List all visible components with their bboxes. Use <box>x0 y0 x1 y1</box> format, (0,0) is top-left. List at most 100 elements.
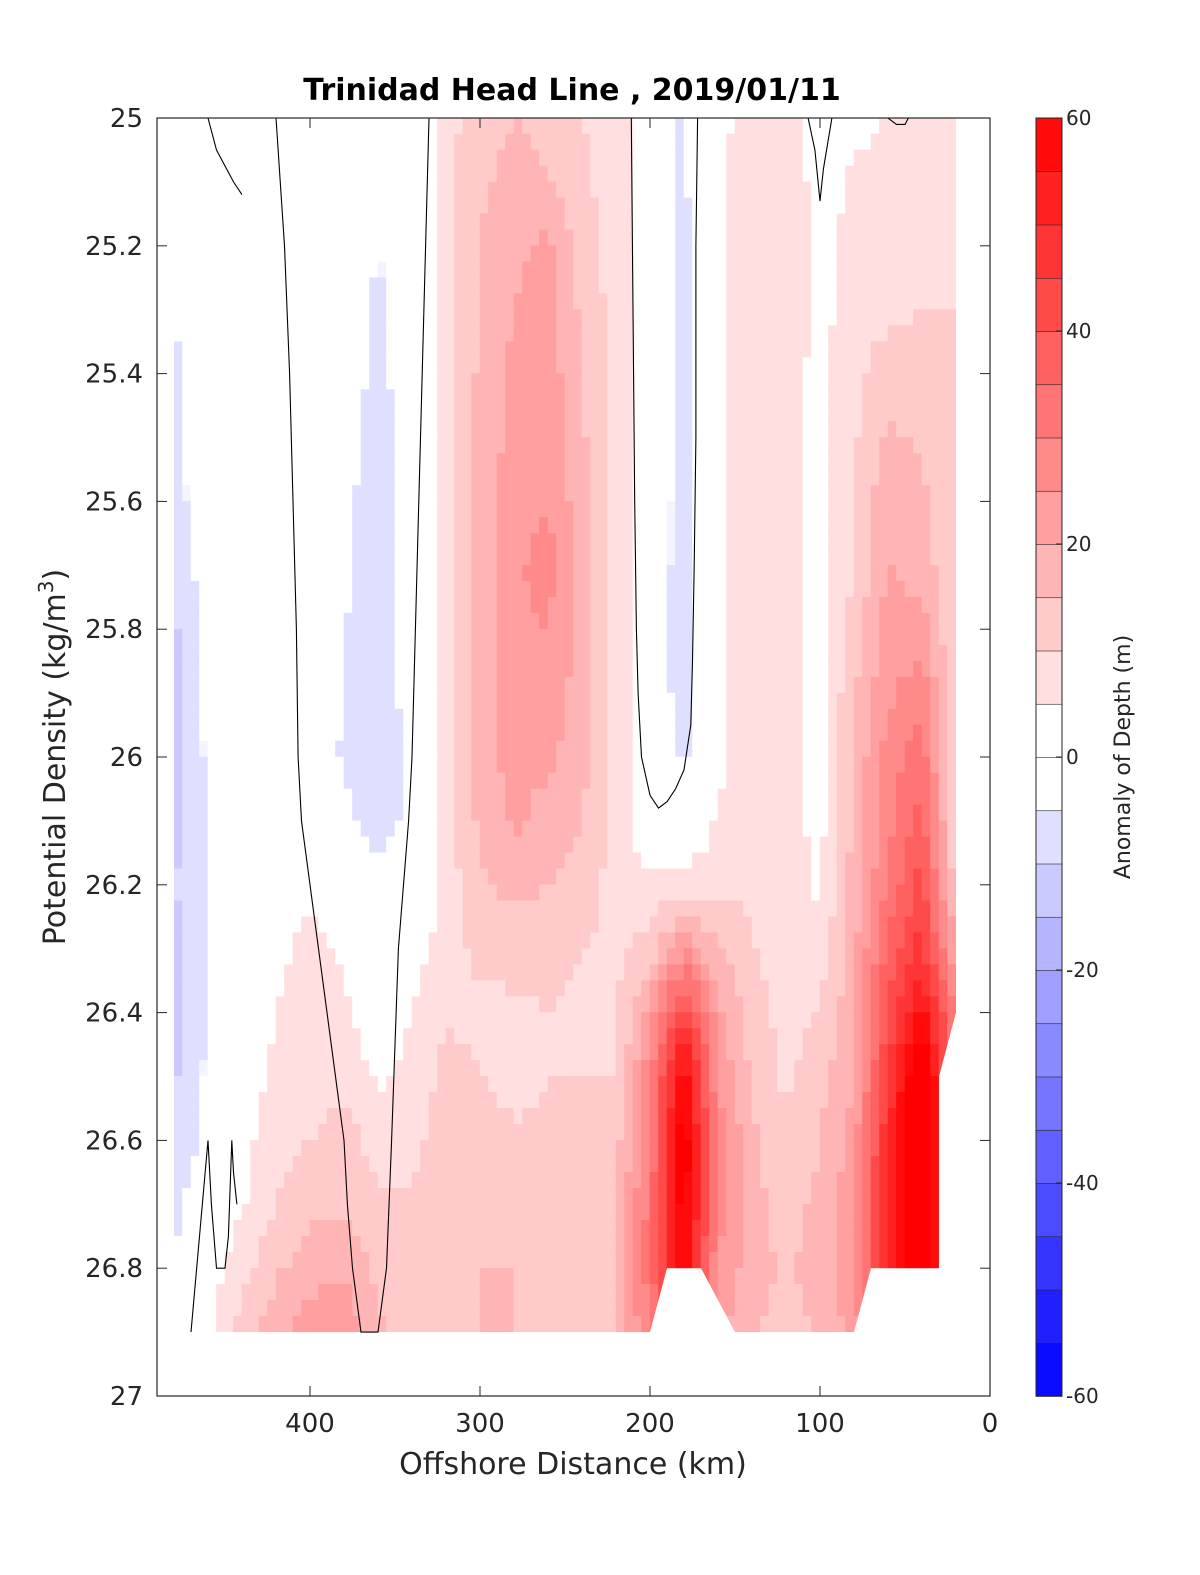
contour-cell <box>947 229 957 247</box>
contour-cell <box>173 309 183 326</box>
contour-cell <box>666 293 676 310</box>
contour-cell <box>292 277 302 295</box>
contour-cell <box>360 676 370 694</box>
contour-cell <box>930 421 940 438</box>
contour-cell <box>683 181 693 199</box>
contour-cell <box>700 245 710 263</box>
contour-cell <box>675 517 685 534</box>
contour-cell <box>284 261 294 279</box>
contour-cell <box>666 181 676 199</box>
contour-cell <box>462 676 472 694</box>
contour-cell <box>785 724 795 742</box>
contour-cell <box>471 245 481 263</box>
contour-cell <box>360 612 370 630</box>
contour-cell <box>573 565 583 582</box>
contour-cell <box>726 820 736 838</box>
contour-cell <box>318 277 328 295</box>
contour-cell <box>377 118 387 135</box>
contour-cell <box>241 293 251 310</box>
contour-cell <box>870 932 880 949</box>
contour-cell <box>632 197 642 215</box>
contour-cell <box>216 165 226 183</box>
contour-cell <box>420 533 430 550</box>
contour-cell <box>411 453 421 470</box>
contour-cell <box>896 900 906 918</box>
contour-cell <box>607 724 617 742</box>
contour-cell <box>190 804 200 822</box>
contour-cell <box>539 724 549 742</box>
contour-cell <box>641 580 651 598</box>
contour-cell <box>811 724 821 742</box>
contour-cell <box>794 660 804 678</box>
contour-cell <box>224 197 234 215</box>
contour-cell <box>292 900 302 918</box>
contour-cell <box>309 596 319 614</box>
contour-cell <box>360 932 370 949</box>
contour-cell <box>207 996 217 1013</box>
contour-cell <box>471 948 481 965</box>
contour-cell <box>879 772 889 790</box>
contour-cell <box>207 868 217 886</box>
contour-cell <box>751 820 761 838</box>
contour-cell <box>216 341 226 358</box>
contour-cell <box>377 708 387 726</box>
contour-cell <box>641 660 651 678</box>
contour-cell <box>777 533 787 550</box>
contour-cell <box>275 980 285 997</box>
contour-cell <box>726 628 736 646</box>
contour-cell <box>870 229 880 247</box>
contour-cell <box>683 277 693 295</box>
contour-cell <box>530 980 540 997</box>
contour-cell <box>700 485 710 502</box>
contour-cell <box>360 628 370 646</box>
contour-cell <box>207 708 217 726</box>
contour-cell <box>420 197 430 215</box>
contour-cell <box>190 724 200 742</box>
contour-cell <box>284 485 294 502</box>
contour-cell <box>462 724 472 742</box>
contour-cell <box>343 708 353 726</box>
contour-cell <box>216 309 226 326</box>
contour-cell <box>938 197 948 215</box>
contour-cell <box>284 868 294 886</box>
contour-cell <box>879 644 889 662</box>
contour-cell <box>267 213 277 231</box>
contour-cell <box>326 884 336 902</box>
contour-cell <box>403 373 413 390</box>
contour-cell <box>182 740 192 758</box>
contour-cell <box>377 229 387 247</box>
contour-cell <box>326 788 336 806</box>
contour-cell <box>768 149 778 167</box>
contour-cell <box>547 660 557 678</box>
contour-cell <box>547 916 557 934</box>
contour-cell <box>624 325 634 342</box>
contour-cell <box>386 900 396 918</box>
contour-cell <box>921 165 931 183</box>
contour-cell <box>428 932 438 949</box>
contour-cell <box>853 261 863 279</box>
contour-cell <box>785 149 795 167</box>
contour-cell <box>394 309 404 326</box>
contour-cell <box>471 932 481 949</box>
contour-cell <box>777 549 787 566</box>
contour-cell <box>335 501 345 518</box>
contour-cell <box>632 628 642 646</box>
contour-cell <box>199 836 209 854</box>
contour-cell <box>930 676 940 694</box>
contour-cell <box>726 165 736 183</box>
contour-cell <box>836 549 846 566</box>
contour-cell <box>581 708 591 726</box>
contour-cell <box>428 341 438 358</box>
contour-cell <box>318 357 328 374</box>
contour-cell <box>411 660 421 678</box>
contour-cell <box>853 469 863 486</box>
contour-cell <box>318 628 328 646</box>
contour-cell <box>513 612 523 630</box>
contour-cell <box>930 756 940 774</box>
contour-cell <box>284 245 294 263</box>
contour-cell <box>564 756 574 774</box>
contour-cell <box>658 245 668 263</box>
contour-cell <box>241 612 251 630</box>
contour-cell <box>692 309 702 326</box>
contour-cell <box>607 357 617 374</box>
